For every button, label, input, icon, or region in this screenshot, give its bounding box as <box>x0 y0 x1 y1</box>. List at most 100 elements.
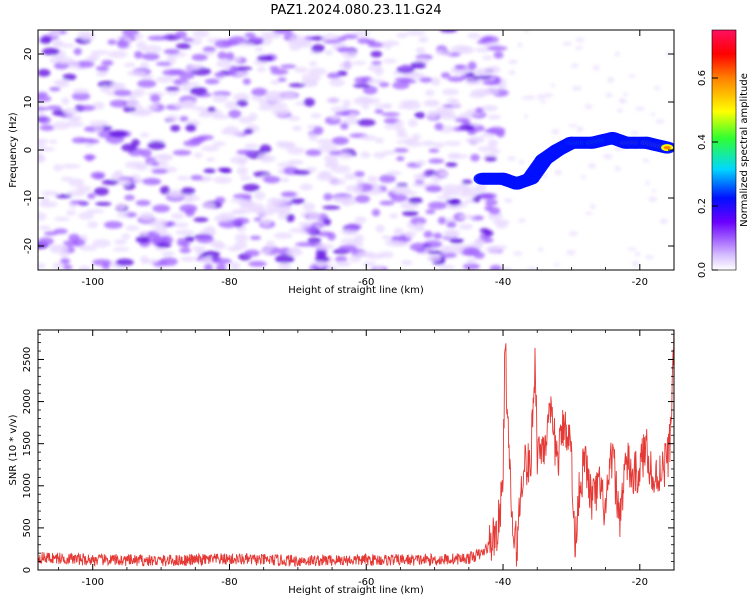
spectrogram-noise-cell <box>232 209 245 215</box>
spectrogram-noise-cell <box>273 30 293 35</box>
spectrogram-cells <box>38 30 670 270</box>
spectrogram-noise-cell <box>390 193 408 203</box>
spectrogram-noise-cell <box>236 99 248 107</box>
spectrogram-noise-cell <box>112 247 130 252</box>
spectrogram-noise-cell <box>493 51 504 59</box>
snr-y-axis-label: SNR (10 * v/v) <box>8 414 19 485</box>
spectrogram-noise-cell <box>356 118 376 127</box>
spectrogram-noise-cell <box>373 266 384 270</box>
spectrogram-noise-cell <box>335 47 355 52</box>
spectrogram-noise-cell <box>348 113 358 119</box>
spectrogram-noise-cell <box>459 223 474 230</box>
spectrogram-noise-cell <box>341 200 353 206</box>
spectrogram-noise-cell <box>108 50 128 59</box>
spectrogram-noise-cell <box>440 72 451 79</box>
spectrogram-noise-cell <box>323 193 333 201</box>
spectrogram-noise-cell <box>340 122 349 130</box>
spectrogram-noise-cell <box>397 103 412 109</box>
spectrogram-noise-cell <box>396 32 408 38</box>
spectrogram-noise-cell <box>446 221 457 228</box>
spectrogram-noise-cell <box>95 65 109 72</box>
colorbar-bar <box>711 29 737 271</box>
spectrogram-noise-cell <box>484 205 494 212</box>
spectrogram-noise-cell <box>147 35 168 41</box>
spectrogram-noise-cell <box>330 106 349 113</box>
spectrogram-noise-cell <box>371 60 382 66</box>
spectrogram-noise-cell <box>212 141 226 147</box>
spectrogram-noise-cell <box>354 216 367 224</box>
spectrogram-noise-cell <box>409 72 426 80</box>
spectrogram-noise-cell <box>206 157 216 162</box>
spectrogram-signal-track <box>473 132 674 190</box>
spectrogram-noise-cell <box>536 93 546 100</box>
snr-x-tick-label: -100 <box>81 577 104 588</box>
spectrogram-noise-cell <box>436 195 452 200</box>
spectrogram-noise-cell <box>441 88 460 96</box>
spectrogram-noise-cell <box>270 209 290 214</box>
spectrogram-noise-cell <box>389 213 399 219</box>
spectrogram-noise-cell <box>551 128 560 135</box>
spectrogram-noise-cell <box>427 201 447 210</box>
spectrogram-noise-cell <box>413 173 426 182</box>
spectrogram-noise-cell <box>194 152 203 159</box>
spectrogram-noise-cell <box>374 137 385 144</box>
spectrogram-noise-cell <box>430 77 441 86</box>
spectrogram-noise-cell <box>228 109 242 119</box>
spectrogram-noise-cell <box>253 217 262 222</box>
spectrogram-noise-cell <box>153 226 168 235</box>
spectrogram-noise-cell <box>485 245 501 254</box>
spectrogram-noise-cell <box>89 120 109 127</box>
spectrogram-noise-cell <box>405 30 426 36</box>
spectrogram-noise-cell <box>256 66 267 73</box>
spectrogram-noise-cell <box>288 227 307 233</box>
spectrogram-noise-cell <box>423 230 433 239</box>
snr-x-tick-label: -80 <box>221 577 237 588</box>
spectrogram-noise-cell <box>328 178 346 186</box>
spectrogram-noise-cell <box>225 52 235 61</box>
spectrogram-noise-cell <box>190 174 203 181</box>
spectrogram-noise-cell <box>161 251 175 257</box>
spectrogram-noise-cell <box>465 80 482 86</box>
spectrogram-noise-cell <box>43 231 58 236</box>
spectrogram-noise-cell <box>435 107 449 115</box>
spectrogram-noise-cell <box>152 204 171 213</box>
spectrogram-noise-cell <box>289 45 301 51</box>
spectrogram-noise-cell <box>570 63 579 69</box>
spectrogram-noise-cell <box>217 51 227 60</box>
spectrogram-noise-cell <box>71 92 91 101</box>
spectrogram-noise-cell <box>383 58 397 64</box>
spectrogram-noise-cell <box>342 34 359 40</box>
spectrogram-noise-cell <box>489 264 502 270</box>
spectrogram-noise-cell <box>66 210 76 216</box>
spectrogram-noise-cell <box>467 32 481 39</box>
spectrogram-noise-cell <box>577 126 584 131</box>
spectrogram-noise-cell <box>290 198 305 205</box>
colorbar: 0.0 0.2 0.4 0.6 Normalized spectral amplitu… <box>697 29 750 278</box>
spectrogram-noise-cell <box>242 78 251 85</box>
spectrogram-noise-cell <box>233 66 253 71</box>
spectrogram-noise-cell <box>227 130 244 136</box>
spectrogram-noise-cell <box>62 107 78 116</box>
spectrogram-noise-cell <box>415 222 424 231</box>
spectrogram-noise-cell <box>495 221 508 229</box>
spectrogram-noise-cell <box>562 41 573 46</box>
spectrogram-noise-cell <box>125 225 140 231</box>
spectrogram-noise-cell <box>124 194 135 201</box>
spectrogram-noise-cell <box>370 50 383 58</box>
spectrogram-noise-cell <box>435 49 453 56</box>
spectrogram-noise-cell <box>458 214 476 219</box>
spectrogram-noise-cell <box>410 216 427 226</box>
spectrogram-noise-cell <box>136 40 147 50</box>
spectrogram-noise-cell <box>135 199 151 206</box>
spectrogram-noise-cell <box>345 185 363 193</box>
spectrogram-noise-cell <box>260 248 271 254</box>
spectrogram-noise-cell <box>39 36 52 44</box>
spectrogram-noise-cell <box>273 232 293 240</box>
spectrogram-noise-cell <box>487 114 502 120</box>
spectrogram-noise-cell <box>439 30 458 33</box>
spectrogram-noise-cell <box>329 78 345 87</box>
spectrogram-noise-cell <box>126 70 147 77</box>
spectrogram-noise-cell <box>192 30 210 38</box>
spectrogram-noise-cell <box>93 187 109 196</box>
spectrogram-noise-cell <box>394 120 404 127</box>
